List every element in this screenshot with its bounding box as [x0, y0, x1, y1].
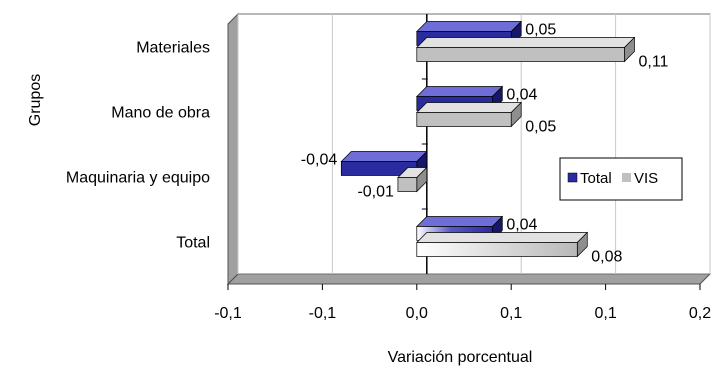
- bar: [397, 166, 428, 193]
- value-labels: 0,05 0,11 0,04 0,05 -0,04 -0,01 0,04 0,08: [301, 22, 669, 266]
- bar-top: [415, 232, 589, 243]
- x-tick-labels: -0,1 -0,1 0,0 0,1 0,1 0,2: [214, 305, 711, 322]
- x-tick-label: -0,1: [214, 305, 242, 322]
- legend-box: [559, 157, 683, 201]
- x-tick-label: 0,2: [689, 305, 711, 322]
- data-label: 0,08: [591, 249, 622, 266]
- legend: Total VIS: [559, 157, 683, 201]
- category-label: Maquinaria y equipo: [66, 170, 210, 187]
- data-label: -0,01: [357, 184, 394, 201]
- bar-top: [415, 21, 523, 32]
- bar: [415, 36, 636, 63]
- bar-front: [416, 242, 578, 257]
- bar-top: [415, 37, 636, 48]
- bar-top: [415, 102, 523, 113]
- bar-top: [415, 86, 504, 97]
- bar-front: [416, 112, 512, 127]
- y-axis-title: Grupos: [27, 74, 44, 126]
- legend-label-vis: VIS: [634, 170, 658, 187]
- plot-back-wall: [228, 14, 710, 284]
- x-tick-label: 0,0: [406, 305, 428, 322]
- x-tick-label: 0,1: [500, 305, 522, 322]
- category-label: Mano de obra: [111, 105, 210, 122]
- category-label: Total: [176, 235, 210, 252]
- data-label: 0,04: [506, 87, 537, 104]
- x-tick-label: 0,1: [594, 305, 616, 322]
- bar: [415, 231, 589, 258]
- data-label: 0,04: [506, 217, 537, 234]
- plot-floor: [226, 273, 712, 285]
- legend-swatch-total: [567, 172, 578, 183]
- bar-front: [416, 47, 625, 62]
- bar: [415, 101, 523, 128]
- data-label: -0,04: [301, 152, 338, 169]
- plot-left-wall: [227, 12, 239, 286]
- data-label: 0,05: [525, 22, 556, 39]
- bar-top: [340, 151, 428, 162]
- x-axis-title: Variación porcentual: [388, 349, 533, 366]
- bars: [340, 20, 636, 258]
- legend-label-total: Total: [580, 170, 612, 187]
- data-label: 0,05: [525, 119, 556, 136]
- bar-front: [397, 177, 418, 192]
- bar-top: [415, 216, 504, 227]
- x-tick-label: -0,1: [309, 305, 337, 322]
- legend-swatch-vis: [622, 173, 631, 182]
- category-labels: Materiales Mano de obra Maquinaria y equip…: [66, 40, 210, 252]
- data-label: 0,11: [638, 54, 668, 71]
- category-label: Materiales: [136, 40, 210, 57]
